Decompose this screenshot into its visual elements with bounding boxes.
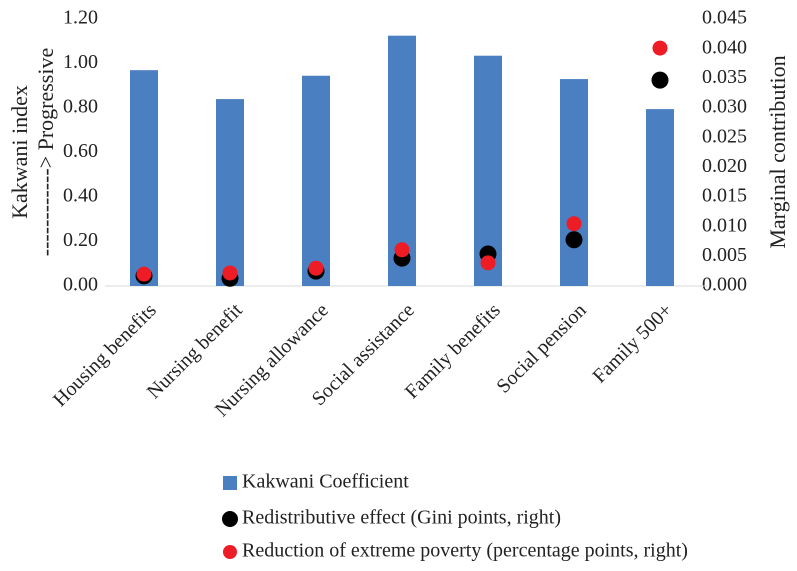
y-tick-label: 0.60 xyxy=(63,140,98,162)
y2-tick-label: 0.020 xyxy=(702,155,747,177)
y2-tick-label: 0.015 xyxy=(702,185,747,207)
legend-swatch xyxy=(223,545,237,559)
bar xyxy=(130,70,158,286)
scatter-point xyxy=(222,265,238,281)
legend-swatch xyxy=(222,511,238,527)
scatter-point xyxy=(565,231,583,249)
y2-tick-label: 0.035 xyxy=(702,66,747,88)
y-tick-label: 0.20 xyxy=(63,229,98,251)
y-tick-label: 0.00 xyxy=(63,274,98,296)
y-tick-label: 0.40 xyxy=(63,185,98,207)
scatter-point xyxy=(480,255,496,271)
legend-label: Kakwani Coefficient xyxy=(242,471,409,493)
y-axis-label: Kakwani index xyxy=(7,85,32,219)
scatter-point xyxy=(394,242,410,258)
bar xyxy=(302,75,330,286)
bar xyxy=(560,79,588,286)
y-tick-label: 1.00 xyxy=(63,51,98,73)
y2-tick-label: 0.005 xyxy=(702,244,747,266)
y-tick-label: 0.80 xyxy=(63,96,98,118)
y-tick-label: 1.20 xyxy=(63,7,98,29)
y2-axis-label: Marginal contribution xyxy=(765,55,790,248)
scatter-point xyxy=(136,266,152,282)
bar xyxy=(646,109,674,286)
legend-swatch xyxy=(223,476,237,490)
bar xyxy=(216,99,244,286)
x-tick-label: Family 500+ xyxy=(588,299,676,387)
y2-tick-label: 0.025 xyxy=(702,125,747,147)
x-tick-label: Housing benefits xyxy=(49,299,161,411)
y2-tick-label: 0.045 xyxy=(702,7,747,29)
x-tick-label: Social pension xyxy=(492,299,590,397)
y2-tick-label: 0.030 xyxy=(702,96,747,118)
y2-tick-label: 0.000 xyxy=(702,274,747,296)
legend-label: Reduction of extreme poverty (percentage… xyxy=(242,540,688,562)
scatter-point xyxy=(651,71,669,89)
scatter-point xyxy=(652,40,668,56)
y2-tick-label: 0.040 xyxy=(702,36,747,58)
y-axis-label: ------------> Progressive xyxy=(33,48,58,256)
scatter-point xyxy=(308,260,324,276)
y2-tick-label: 0.010 xyxy=(702,214,747,236)
scatter-point xyxy=(566,216,582,232)
legend-label: Redistributive effect (Gini points, righ… xyxy=(242,507,561,529)
